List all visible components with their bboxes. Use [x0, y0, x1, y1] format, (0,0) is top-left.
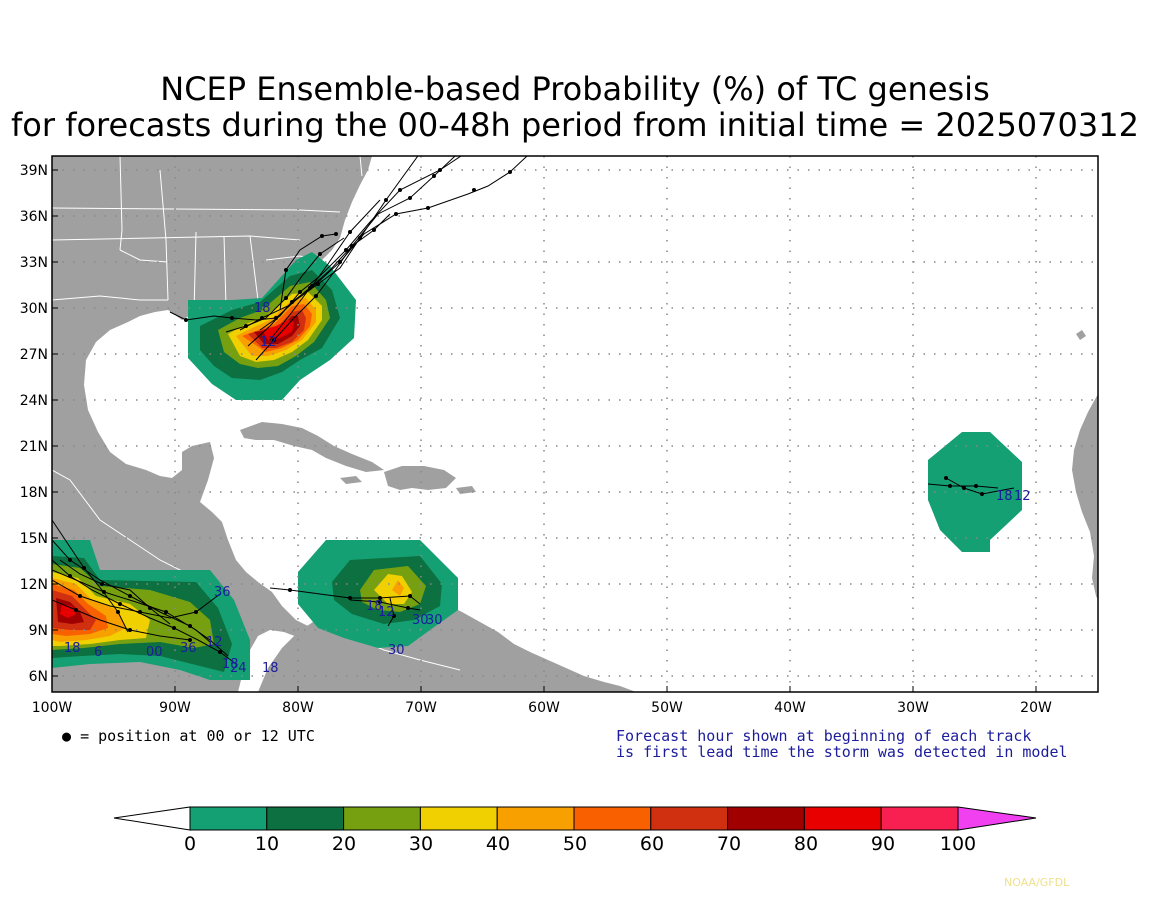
map-label: 12 — [206, 635, 223, 650]
credit: NOAA/GFDL — [1004, 876, 1070, 889]
map-label: 18 — [222, 657, 239, 672]
colorbar-box — [496, 806, 575, 831]
colorbar-boxes — [189, 806, 959, 831]
lat-label: 24N — [20, 393, 48, 409]
latitude-labels: 39N 36N 33N 30N 27N 24N 21N 18N 15N 12N … — [20, 163, 48, 685]
map-label: 12 — [260, 335, 277, 350]
colorbar-tick: 40 — [486, 833, 510, 855]
colorbar: 0 10 20 30 40 50 60 70 80 90 100 — [113, 806, 1037, 855]
map-label: 30 — [388, 643, 405, 658]
map-label-cv: 18 — [996, 489, 1013, 504]
lon-label: 80W — [282, 700, 314, 716]
colorbar-tick: 60 — [640, 833, 664, 855]
lon-label: 20W — [1020, 700, 1052, 716]
colorbar-tick: 20 — [332, 833, 356, 855]
colorbar-tick: 90 — [871, 833, 895, 855]
lat-label: 30N — [20, 301, 48, 317]
map-label: 36 — [180, 641, 197, 656]
lat-label: 39N — [20, 163, 48, 179]
lon-label: 60W — [528, 700, 560, 716]
lon-label: 90W — [159, 700, 191, 716]
lon-label: 50W — [651, 700, 683, 716]
track-points — [68, 168, 984, 654]
forecast-hour-labels: 18 36 6 00 36 12 18 24 18 30 30 30 18 12… — [64, 301, 1031, 676]
lon-label: 70W — [405, 700, 437, 716]
colorbar-tick: 30 — [409, 833, 433, 855]
position-dot-icon: ● — [62, 727, 72, 745]
colorbar-tick-labels: 0 10 20 30 40 50 60 70 80 90 100 — [184, 833, 976, 855]
colorbar-tick: 0 — [184, 833, 196, 855]
map-frame — [51, 155, 1099, 693]
colorbar-tick: 50 — [563, 833, 587, 855]
colorbar-tick: 100 — [940, 833, 976, 855]
map-content: 18 36 6 00 36 12 18 24 18 30 30 30 18 12… — [52, 156, 1098, 692]
colorbar-box — [189, 806, 268, 831]
land-hispaniola — [384, 466, 456, 490]
land-cuba — [240, 422, 384, 472]
lat-label: 27N — [20, 347, 48, 363]
borders — [52, 156, 461, 671]
map-label: 18 — [262, 661, 279, 676]
title-line-1: NCEP Ensemble-based Probability (%) of T… — [160, 70, 990, 108]
longitude-labels: 100W 90W 80W 70W 60W 50W 40W 30W 20W — [32, 700, 1052, 716]
map-label: 18 — [64, 641, 81, 656]
colorbar-box — [727, 806, 805, 831]
lat-label: 21N — [20, 439, 48, 455]
map-label: 00 — [146, 645, 163, 660]
colorbar-box — [343, 806, 421, 831]
colorbar-high-arrow — [957, 806, 1037, 831]
map-label: 36 — [214, 585, 231, 600]
gridlines — [52, 156, 1098, 692]
title-line-2: for forecasts during the 00-48h period f… — [11, 106, 1139, 144]
lat-label: 12N — [20, 577, 48, 593]
genesis-prob-florida — [188, 252, 356, 400]
lat-label: 9N — [29, 623, 48, 639]
map-label: 18 — [254, 301, 271, 316]
map-label-cv: 12 — [1014, 489, 1031, 504]
lon-label: 30W — [897, 700, 929, 716]
map-label: 18 — [366, 599, 383, 614]
position-legend: ● = position at 00 or 12 UTC — [62, 727, 315, 745]
lon-label: 40W — [774, 700, 806, 716]
land-puerto-rico — [456, 486, 476, 494]
land-canary — [1076, 330, 1086, 340]
map-label: 12 — [378, 605, 395, 620]
map-label: 30 — [426, 613, 443, 628]
colorbar-tick: 80 — [794, 833, 818, 855]
colorbar-box — [803, 806, 882, 831]
land-jamaica — [340, 476, 362, 484]
position-legend-text: = position at 00 or 12 UTC — [80, 727, 315, 745]
colorbar-box — [419, 806, 498, 831]
lat-label: 36N — [20, 209, 48, 225]
colorbar-box — [650, 806, 729, 831]
map-label: 30 — [412, 613, 429, 628]
colorbar-box — [880, 806, 959, 831]
lat-label: 6N — [29, 669, 48, 685]
colorbar-low-arrow — [113, 806, 191, 831]
lat-label: 15N — [20, 531, 48, 547]
lat-label: 18N — [20, 485, 48, 501]
genesis-prob-caribbean — [298, 540, 458, 648]
tick-marks — [52, 169, 1037, 692]
colorbar-tick: 70 — [717, 833, 741, 855]
colorbar-box — [266, 806, 345, 831]
colorbar-tick: 10 — [255, 833, 279, 855]
map-label: 24 — [230, 661, 247, 676]
colorbar-box — [573, 806, 652, 831]
lon-label: 100W — [32, 700, 73, 716]
forecast-note-line-2: is first lead time the storm was detecte… — [616, 743, 1068, 761]
map-label: 6 — [94, 645, 102, 660]
lat-label: 33N — [20, 255, 48, 271]
forecast-note-line-1: Forecast hour shown at beginning of each… — [616, 727, 1032, 745]
